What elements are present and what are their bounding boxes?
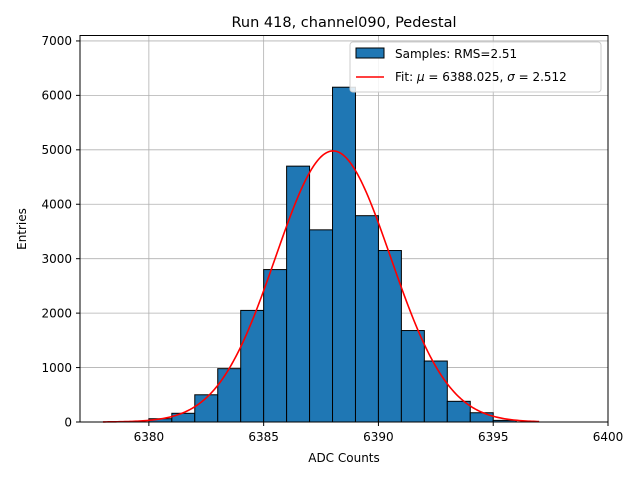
y-tick-label: 2000 xyxy=(41,306,72,320)
histogram-bar xyxy=(469,412,494,423)
histogram-bar xyxy=(354,215,379,423)
histogram-bar xyxy=(217,368,242,423)
y-tick-label: 6000 xyxy=(41,89,72,103)
histogram-bar xyxy=(332,86,356,423)
legend-fit-prefix: Fit: xyxy=(395,70,417,84)
y-tick-label: 4000 xyxy=(41,198,72,212)
histogram-bar xyxy=(286,165,311,423)
histogram-bar xyxy=(309,229,334,423)
y-axis-ticks: 0 1000 2000 3000 4000 5000 6000 7000 xyxy=(41,34,80,429)
histogram-bars xyxy=(148,86,517,423)
x-tick-label: 6400 xyxy=(593,430,624,444)
legend-fit-mu-value: = 6388.025, xyxy=(425,70,508,84)
histogram-bar xyxy=(263,269,288,423)
chart-title: Run 418, channel090, Pedestal xyxy=(231,15,456,31)
legend: Samples: RMS=2.51 Fit: μ = 6388.025, σ =… xyxy=(349,41,602,93)
legend-fit-label: Fit: μ = 6388.025, σ = 2.512 xyxy=(395,70,567,84)
plot-area-frame xyxy=(79,35,609,423)
histogram-bar xyxy=(423,360,448,423)
x-tick-label: 6390 xyxy=(363,430,394,444)
fit-curve xyxy=(102,150,540,423)
y-tick-label: 3000 xyxy=(41,252,72,266)
x-tick-label: 6380 xyxy=(134,430,165,444)
x-axis-label: ADC Counts xyxy=(308,451,380,465)
histogram-bar xyxy=(171,412,196,423)
histogram-bar xyxy=(400,330,425,423)
legend-samples-swatch xyxy=(355,47,385,59)
y-tick-label: 7000 xyxy=(41,34,72,48)
y-tick-label: 0 xyxy=(64,415,72,429)
y-tick-label: 5000 xyxy=(41,143,72,157)
x-axis-ticks: 6380 6385 6390 6395 6400 xyxy=(134,422,624,444)
histogram-bar xyxy=(240,309,265,423)
legend-fit-sigma-symbol: σ xyxy=(507,70,515,84)
y-tick-label: 1000 xyxy=(41,361,72,375)
fit-curve-group xyxy=(102,150,540,423)
legend-fit-mu-symbol: μ xyxy=(416,70,425,84)
legend-box xyxy=(349,41,602,93)
y-axis-label: Entries xyxy=(15,208,29,250)
legend-fit-sigma-value: = 2.512 xyxy=(515,70,567,84)
legend-samples-label: Samples: RMS=2.51 xyxy=(395,47,517,61)
x-tick-label: 6395 xyxy=(478,430,509,444)
x-tick-label: 6385 xyxy=(248,430,279,444)
